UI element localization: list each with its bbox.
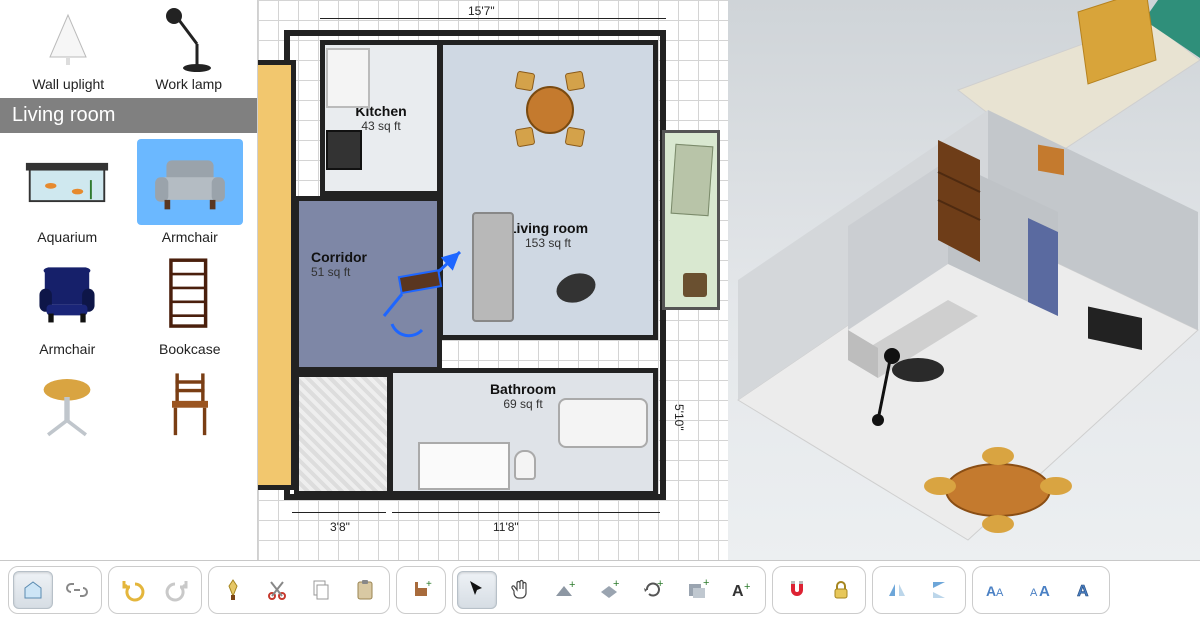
- plan-bathtub[interactable]: [558, 398, 648, 448]
- link-button[interactable]: [57, 571, 97, 609]
- add-furniture-button[interactable]: +: [401, 571, 441, 609]
- catalog-item-aquarium[interactable]: Aquarium: [8, 139, 127, 245]
- svg-text:A: A: [986, 583, 996, 599]
- furniture-sidebar: Wall uplight Work lamp Living room: [0, 0, 258, 560]
- plan-3d-view[interactable]: [728, 0, 1200, 560]
- main-area: Wall uplight Work lamp Living room: [0, 0, 1200, 560]
- catalog-label: Armchair: [39, 341, 95, 357]
- dim-side: 5'10": [672, 404, 686, 431]
- catalog-item-bookcase[interactable]: Bookcase: [131, 251, 250, 357]
- tb-group-tools: + + + + A+: [452, 566, 766, 614]
- plan-sofa[interactable]: [472, 212, 514, 322]
- svg-text:A: A: [1030, 587, 1038, 599]
- plan-2d-view[interactable]: 15'7" 14'7" 29 sq ft 3'8" 11'8" 5'10" Ki…: [258, 0, 728, 560]
- svg-text:A: A: [732, 583, 744, 600]
- catalog-label: Wall uplight: [32, 76, 104, 92]
- catalog-item-wall-uplight[interactable]: Wall uplight: [13, 4, 123, 92]
- redo-button[interactable]: [157, 571, 197, 609]
- select-tool-button[interactable]: [457, 571, 497, 609]
- svg-text:+: +: [703, 578, 709, 589]
- flip-v-button[interactable]: [921, 571, 961, 609]
- catalog-label: Work lamp: [155, 76, 222, 92]
- dim-bl: 3'8": [330, 520, 350, 534]
- catalog-label: Armchair: [162, 229, 218, 245]
- tb-group-file: [8, 566, 102, 614]
- paste-button[interactable]: [345, 571, 385, 609]
- chair1-icon: [14, 363, 120, 449]
- work-lamp-icon: [144, 4, 234, 74]
- new-plan-button[interactable]: [13, 571, 53, 609]
- view3d-scene: [728, 0, 1200, 560]
- magnet-button[interactable]: [777, 571, 817, 609]
- room-adjacent: [258, 60, 296, 490]
- armchair2-icon: [14, 251, 120, 337]
- copy-button[interactable]: [301, 571, 341, 609]
- wall-tool-button[interactable]: +: [545, 571, 585, 609]
- selection-manipulator-icon[interactable]: [378, 244, 468, 344]
- toolbar: + + + + + A+: [0, 560, 1200, 618]
- balcony[interactable]: [662, 130, 720, 310]
- pan-tool-button[interactable]: [501, 571, 541, 609]
- text-style-c-button[interactable]: A: [1065, 571, 1105, 609]
- category-header[interactable]: Living room: [0, 98, 257, 133]
- plan-toilet[interactable]: [514, 450, 536, 480]
- tb-group-addfurn: +: [396, 566, 446, 614]
- svg-text:A: A: [1039, 583, 1050, 600]
- tb-group-edit: [208, 566, 390, 614]
- dim-br: 11'8": [493, 520, 519, 534]
- tb-group-undo: [108, 566, 202, 614]
- catalog-item-armchair-2[interactable]: Armchair: [8, 251, 127, 357]
- undo-button[interactable]: [113, 571, 153, 609]
- cut-button[interactable]: [257, 571, 297, 609]
- tb-group-snap: [772, 566, 866, 614]
- rotate-tool-button[interactable]: +: [633, 571, 673, 609]
- catalog-item-chair-2[interactable]: [131, 363, 250, 453]
- catalog-item-work-lamp[interactable]: Work lamp: [134, 4, 244, 92]
- plan-dining-table[interactable]: [526, 86, 574, 134]
- svg-text:A: A: [996, 587, 1004, 599]
- svg-text:+: +: [657, 578, 663, 590]
- text-tool-button[interactable]: A+: [721, 571, 761, 609]
- tb-group-flip: [872, 566, 966, 614]
- flip-h-button[interactable]: [877, 571, 917, 609]
- dim-top: 15'7": [468, 4, 495, 18]
- svg-text:+: +: [744, 581, 750, 593]
- text-style-a-button[interactable]: AA: [977, 571, 1017, 609]
- style-tool-button[interactable]: +: [677, 571, 717, 609]
- aquarium-icon: [14, 139, 120, 225]
- bookcase-icon: [137, 251, 243, 337]
- catalog-item-chair-1[interactable]: [8, 363, 127, 453]
- wall-uplight-icon: [23, 4, 113, 74]
- chair2-icon: [137, 363, 243, 449]
- text-style-b-button[interactable]: AA: [1021, 571, 1061, 609]
- lock-button[interactable]: [821, 571, 861, 609]
- catalog-label: Bookcase: [159, 341, 220, 357]
- catalog-item-armchair[interactable]: Armchair: [131, 139, 250, 245]
- svg-text:+: +: [569, 579, 575, 591]
- room-tool-button[interactable]: +: [589, 571, 629, 609]
- tb-group-text: AA AA A: [972, 566, 1110, 614]
- armchair-icon: [137, 139, 243, 225]
- svg-text:+: +: [613, 578, 619, 590]
- svg-text:A: A: [1077, 583, 1089, 600]
- paint-button[interactable]: [213, 571, 253, 609]
- svg-text:+: +: [426, 579, 432, 590]
- room-living[interactable]: Living room 153 sq ft: [438, 40, 658, 340]
- catalog-label: Aquarium: [37, 229, 97, 245]
